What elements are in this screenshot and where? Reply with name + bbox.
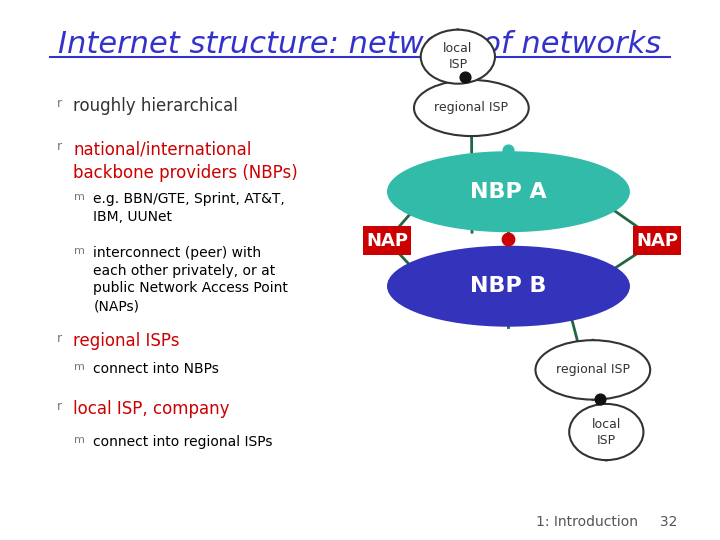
Text: m: m	[74, 435, 86, 445]
Text: national/international
backbone providers (NBPs): national/international backbone provider…	[73, 140, 298, 182]
Point	[503, 234, 514, 243]
Text: local ISP, company: local ISP, company	[73, 400, 230, 417]
Text: m: m	[74, 362, 86, 372]
Text: NBP B: NBP B	[470, 276, 546, 296]
Ellipse shape	[414, 80, 528, 136]
Text: interconnect (peer) with
each other privately, or at
public Network Access Point: interconnect (peer) with each other priv…	[94, 246, 288, 313]
Text: local
ISP: local ISP	[592, 417, 621, 447]
Text: e.g. BBN/GTE, Sprint, AT&T,
IBM, UUNet: e.g. BBN/GTE, Sprint, AT&T, IBM, UUNet	[94, 192, 285, 224]
Text: regional ISP: regional ISP	[556, 363, 630, 376]
Text: NAP: NAP	[636, 232, 678, 249]
Text: roughly hierarchical: roughly hierarchical	[73, 97, 238, 115]
Text: m: m	[74, 192, 86, 202]
Text: r: r	[57, 140, 62, 153]
Ellipse shape	[570, 404, 644, 460]
Ellipse shape	[387, 246, 630, 327]
Ellipse shape	[387, 151, 630, 232]
Point	[594, 394, 606, 403]
FancyBboxPatch shape	[364, 226, 410, 255]
Text: regional ISP: regional ISP	[434, 102, 508, 114]
Ellipse shape	[536, 340, 650, 400]
Text: r: r	[57, 332, 62, 345]
Text: NAP: NAP	[366, 232, 408, 249]
Text: r: r	[57, 97, 62, 110]
Text: 1: Introduction     32: 1: Introduction 32	[536, 515, 678, 529]
Text: m: m	[74, 246, 86, 256]
Point	[459, 72, 470, 81]
FancyBboxPatch shape	[634, 226, 680, 255]
Ellipse shape	[420, 30, 495, 84]
Point	[503, 145, 514, 154]
Text: r: r	[57, 400, 62, 413]
Text: Internet structure: network of networks: Internet structure: network of networks	[58, 30, 662, 59]
Text: connect into NBPs: connect into NBPs	[94, 362, 220, 376]
Text: NBP A: NBP A	[470, 181, 547, 202]
Text: regional ISPs: regional ISPs	[73, 332, 180, 350]
Text: local
ISP: local ISP	[444, 42, 472, 71]
Text: connect into regional ISPs: connect into regional ISPs	[94, 435, 273, 449]
